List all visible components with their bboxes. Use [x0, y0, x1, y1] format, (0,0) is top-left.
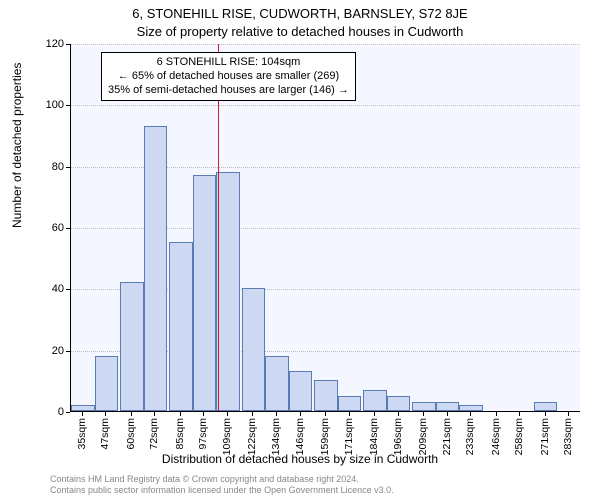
attribution-footer: Contains HM Land Registry data © Crown c… [50, 474, 598, 496]
page-address-title: 6, STONEHILL RISE, CUDWORTH, BARNSLEY, S… [0, 6, 600, 21]
histogram-bar [436, 402, 460, 411]
x-tick-label: 159sqm [319, 418, 331, 455]
x-tick-label: 233sqm [464, 418, 476, 455]
x-tick [545, 412, 546, 416]
gridline [71, 44, 580, 45]
histogram-bar [265, 356, 289, 411]
x-tick [349, 412, 350, 416]
y-tick-label: 0 [34, 406, 64, 418]
x-tick [423, 412, 424, 416]
reference-annotation-box: 6 STONEHILL RISE: 104sqm ← 65% of detach… [101, 52, 356, 101]
histogram-bar [289, 371, 313, 411]
y-tick-label: 80 [34, 161, 64, 173]
x-tick-label: 146sqm [294, 418, 306, 455]
histogram-bar [144, 126, 168, 411]
histogram-bar [95, 356, 119, 411]
histogram-bar [459, 405, 483, 411]
y-tick [66, 351, 70, 352]
x-tick [82, 412, 83, 416]
y-tick-label: 60 [34, 222, 64, 234]
gridline [71, 105, 580, 106]
x-tick [203, 412, 204, 416]
histogram-bar [71, 405, 95, 411]
histogram-bar [169, 242, 193, 411]
histogram-bar [120, 282, 144, 411]
x-tick [325, 412, 326, 416]
x-tick-label: 35sqm [76, 418, 88, 450]
x-tick [300, 412, 301, 416]
x-tick-label: 109sqm [221, 418, 233, 455]
y-tick [66, 412, 70, 413]
chart-title: Size of property relative to detached ho… [0, 24, 600, 39]
x-tick-label: 246sqm [490, 418, 502, 455]
x-tick [496, 412, 497, 416]
x-tick [227, 412, 228, 416]
x-tick [131, 412, 132, 416]
x-tick [374, 412, 375, 416]
y-tick [66, 228, 70, 229]
x-tick-label: 221sqm [441, 418, 453, 455]
x-tick [105, 412, 106, 416]
annotation-line-2: ← 65% of detached houses are smaller (26… [108, 70, 349, 84]
histogram-bar [216, 172, 240, 411]
histogram-plot-area: 6 STONEHILL RISE: 104sqm ← 65% of detach… [70, 44, 580, 412]
x-tick-label: 184sqm [368, 418, 380, 455]
x-tick-label: 122sqm [246, 418, 258, 455]
y-tick-label: 100 [34, 99, 64, 111]
y-tick [66, 44, 70, 45]
histogram-bar [314, 380, 338, 411]
x-tick-label: 283sqm [562, 418, 574, 455]
y-tick-label: 120 [34, 38, 64, 50]
x-tick-label: 209sqm [417, 418, 429, 455]
histogram-bar [242, 288, 266, 411]
x-tick-label: 97sqm [197, 418, 209, 450]
x-tick [568, 412, 569, 416]
x-tick [447, 412, 448, 416]
x-tick [276, 412, 277, 416]
x-tick-label: 171sqm [343, 418, 355, 455]
y-tick-label: 20 [34, 345, 64, 357]
annotation-line-1: 6 STONEHILL RISE: 104sqm [108, 56, 349, 70]
x-tick [180, 412, 181, 416]
histogram-bar [387, 396, 411, 411]
y-axis-label: Number of detached properties [10, 63, 24, 228]
x-tick [398, 412, 399, 416]
x-tick-label: 258sqm [513, 418, 525, 455]
annotation-line-3: 35% of semi-detached houses are larger (… [108, 84, 349, 98]
histogram-bar [193, 175, 217, 411]
footer-line-1: Contains HM Land Registry data © Crown c… [50, 474, 598, 485]
x-tick-label: 134sqm [270, 418, 282, 455]
footer-line-2: Contains public sector information licen… [50, 485, 598, 496]
x-tick-label: 196sqm [392, 418, 404, 455]
x-tick [470, 412, 471, 416]
x-tick-label: 72sqm [148, 418, 160, 450]
y-tick-label: 40 [34, 283, 64, 295]
y-tick [66, 167, 70, 168]
x-tick [154, 412, 155, 416]
x-tick-label: 60sqm [125, 418, 137, 450]
x-tick [519, 412, 520, 416]
y-tick [66, 289, 70, 290]
x-tick-label: 47sqm [99, 418, 111, 450]
histogram-bar [412, 402, 436, 411]
histogram-bar [363, 390, 387, 411]
x-tick-label: 85sqm [174, 418, 186, 450]
x-tick-label: 271sqm [539, 418, 551, 455]
x-tick [252, 412, 253, 416]
y-tick [66, 105, 70, 106]
histogram-bar [338, 396, 362, 411]
histogram-bar [534, 402, 558, 411]
